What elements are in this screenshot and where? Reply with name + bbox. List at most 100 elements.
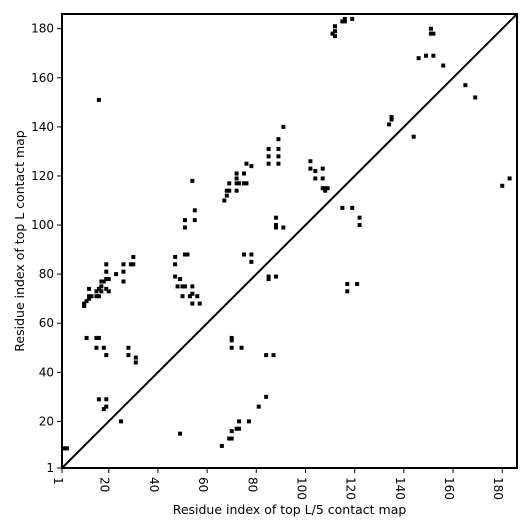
contact-point <box>121 269 126 274</box>
contact-point <box>131 262 136 267</box>
contact-point <box>237 426 242 431</box>
contact-point <box>389 115 394 120</box>
contact-point <box>323 188 328 193</box>
contact-point <box>320 176 325 181</box>
contact-point <box>104 397 109 402</box>
contact-point <box>121 279 126 284</box>
contact-point <box>104 262 109 267</box>
contact-point <box>273 274 278 279</box>
contact-point <box>190 301 195 306</box>
contact-point <box>249 252 254 257</box>
contact-point <box>62 446 67 451</box>
y-tick-label: 120 <box>31 169 54 183</box>
contact-point <box>229 436 234 441</box>
contact-point <box>224 188 229 193</box>
contact-point <box>96 335 101 340</box>
contact-point <box>416 56 421 61</box>
contact-point <box>266 274 271 279</box>
contact-point <box>313 169 318 174</box>
contact-point <box>227 436 232 441</box>
y-tick-label: 140 <box>31 120 54 134</box>
contact-point <box>87 286 92 291</box>
contact-point <box>264 353 269 358</box>
contact-point <box>333 29 337 34</box>
contact-point <box>195 294 200 299</box>
contact-point <box>234 176 239 181</box>
contact-point <box>387 122 392 127</box>
contact-point <box>94 335 99 340</box>
contact-point <box>242 181 246 186</box>
contact-point <box>345 281 350 286</box>
contact-point <box>330 31 335 36</box>
contact-point <box>276 154 281 159</box>
x-tick-label: 120 <box>344 477 358 500</box>
contact-point <box>431 53 436 58</box>
x-axis-label: Residue index of top L/5 contact map <box>173 502 407 517</box>
y-tick-label: 60 <box>39 316 54 330</box>
contact-point <box>473 95 478 100</box>
contact-point <box>249 164 254 169</box>
contact-point <box>320 166 325 171</box>
x-tick-label: 160 <box>442 477 456 500</box>
contact-point <box>276 161 281 166</box>
contact-point <box>320 186 325 191</box>
contact-point <box>104 286 109 291</box>
axis-tick-labels: 1 20 40 60 80 100 120 140 160 1801204060801001201… <box>31 22 505 500</box>
diagonal-line <box>61 13 518 469</box>
contact-point <box>463 83 468 88</box>
contact-point <box>133 355 138 360</box>
contact-point <box>308 166 313 171</box>
contact-point <box>234 426 239 431</box>
contact-point <box>173 274 178 279</box>
contact-point <box>182 225 187 230</box>
contact-point <box>350 16 355 21</box>
contact-point <box>227 181 232 186</box>
contact-point <box>244 181 249 186</box>
contact-point <box>192 218 197 223</box>
contact-point <box>276 146 281 151</box>
contact-point <box>345 289 350 294</box>
contact-point <box>271 353 276 358</box>
contact-point <box>190 291 195 296</box>
y-tick-label: 40 <box>39 365 54 379</box>
y-tick-label: 180 <box>31 22 54 36</box>
contact-point <box>244 161 249 166</box>
contact-point <box>131 254 136 259</box>
contact-point <box>500 183 505 188</box>
contact-point <box>104 353 109 358</box>
x-tick-label: 80 <box>245 477 259 492</box>
contact-point <box>99 279 104 284</box>
contact-point <box>273 225 278 230</box>
contact-point <box>94 294 99 299</box>
contact-point <box>273 223 278 228</box>
contact-point <box>99 289 104 294</box>
contact-point <box>104 277 109 282</box>
contact-point <box>266 146 271 151</box>
contact-point <box>229 345 234 350</box>
contact-point <box>323 186 328 191</box>
contact-point <box>182 252 187 257</box>
x-tick-label: 100 <box>294 477 308 500</box>
contact-point <box>187 294 192 299</box>
y-tick-label: 1 <box>46 461 54 475</box>
contact-point <box>350 205 355 210</box>
contact-point <box>106 289 111 294</box>
contact-point <box>389 117 394 122</box>
contact-point <box>101 407 106 412</box>
contact-point <box>428 26 433 31</box>
x-tick-label: 20 <box>98 477 112 492</box>
contact-point <box>128 262 133 267</box>
contact-point <box>428 31 433 36</box>
contact-point <box>96 97 101 102</box>
contact-point <box>281 124 286 129</box>
contact-point <box>237 181 242 186</box>
contact-point <box>266 277 271 282</box>
contact-point <box>224 193 229 198</box>
contact-point <box>342 19 347 24</box>
contact-point <box>190 178 195 183</box>
contact-point <box>185 252 190 257</box>
diagonal <box>61 13 518 469</box>
contact-point <box>441 63 446 68</box>
contact-point <box>239 345 244 350</box>
contact-point <box>308 159 313 164</box>
